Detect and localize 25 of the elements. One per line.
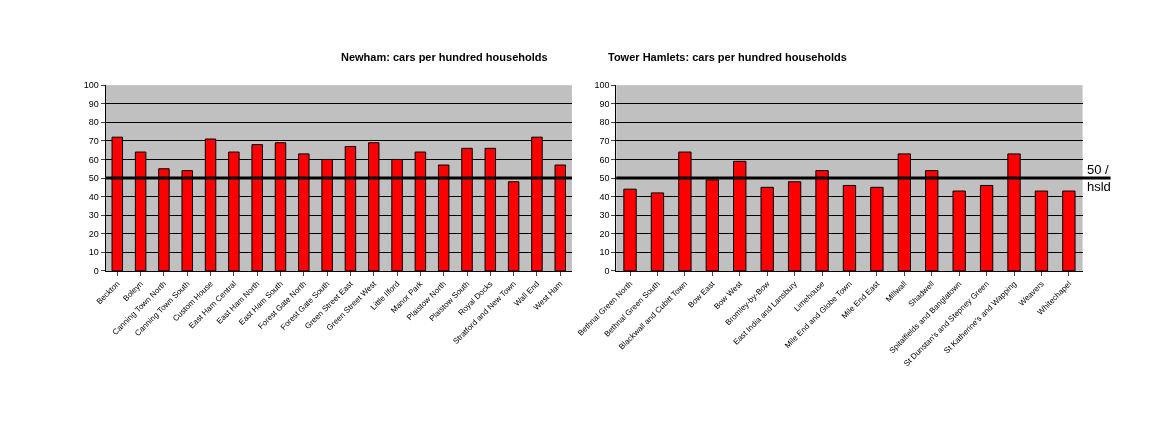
y-tick-label: 30 [88,210,99,221]
y-tick-label: 60 [599,154,610,165]
chart-title: Tower Hamlets: cars per hundred households [608,51,847,63]
chart-title: Newham: cars per hundred households [341,51,548,63]
y-tick-label: 10 [599,247,610,258]
y-tick-label: 100 [83,80,99,91]
y-tick-label: 50 [599,173,610,184]
y-tick-label: 0 [604,266,610,277]
y-tick-label: 30 [599,210,610,221]
y-tick-label: 20 [88,228,99,239]
y-tick-label: 40 [599,191,610,202]
y-tick-label: 40 [88,191,99,202]
y-tick-label: 0 [93,266,99,277]
y-tick-label: 10 [88,247,99,258]
y-tick-label: 60 [88,154,99,165]
y-tick-label: 90 [88,98,99,109]
y-tick-label: 20 [599,228,610,239]
ref-line-label: 50 / hsld [1087,162,1111,194]
y-tick-label: 50 [88,173,99,184]
y-tick-label: 90 [599,98,610,109]
y-tick-label: 70 [88,136,99,147]
y-tick-label: 80 [599,117,610,128]
y-tick-label: 80 [88,117,99,128]
y-tick-label: 100 [594,80,610,91]
y-tick-label: 70 [599,136,610,147]
